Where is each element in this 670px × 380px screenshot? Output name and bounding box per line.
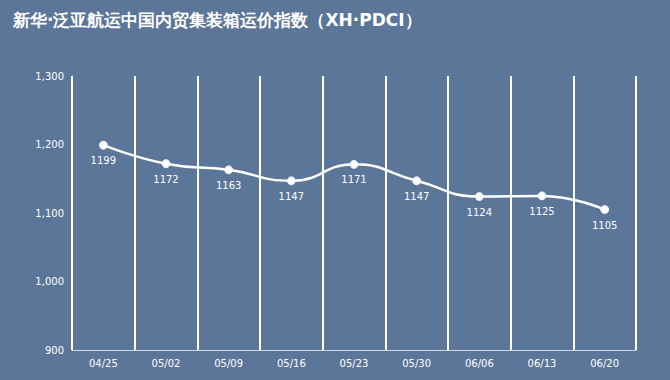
svg-text:06/13: 06/13 [528, 358, 557, 369]
svg-text:1172: 1172 [153, 174, 178, 185]
svg-text:1147: 1147 [404, 191, 429, 202]
svg-text:05/23: 05/23 [340, 358, 369, 369]
svg-text:1147: 1147 [279, 191, 304, 202]
svg-text:05/16: 05/16 [277, 358, 306, 369]
svg-text:1199: 1199 [91, 155, 116, 166]
svg-text:1125: 1125 [529, 206, 554, 217]
svg-text:900: 900 [45, 345, 64, 356]
svg-text:1,300: 1,300 [35, 71, 64, 82]
svg-text:新华·泛亚航运中国内贸集装箱运价指数（XH·PDCI）: 新华·泛亚航运中国内贸集装箱运价指数（XH·PDCI） [12, 10, 422, 30]
svg-text:05/02: 05/02 [152, 358, 181, 369]
svg-text:06/06: 06/06 [465, 358, 494, 369]
svg-text:1124: 1124 [467, 207, 492, 218]
svg-text:1105: 1105 [592, 220, 617, 231]
svg-text:1,000: 1,000 [35, 276, 64, 287]
svg-text:05/09: 05/09 [214, 358, 243, 369]
svg-text:05/30: 05/30 [402, 358, 431, 369]
svg-text:1171: 1171 [341, 174, 366, 185]
svg-text:1,100: 1,100 [35, 208, 64, 219]
svg-text:1163: 1163 [216, 180, 241, 191]
svg-text:04/25: 04/25 [89, 358, 118, 369]
svg-text:1,200: 1,200 [35, 139, 64, 150]
svg-text:06/20: 06/20 [590, 358, 619, 369]
